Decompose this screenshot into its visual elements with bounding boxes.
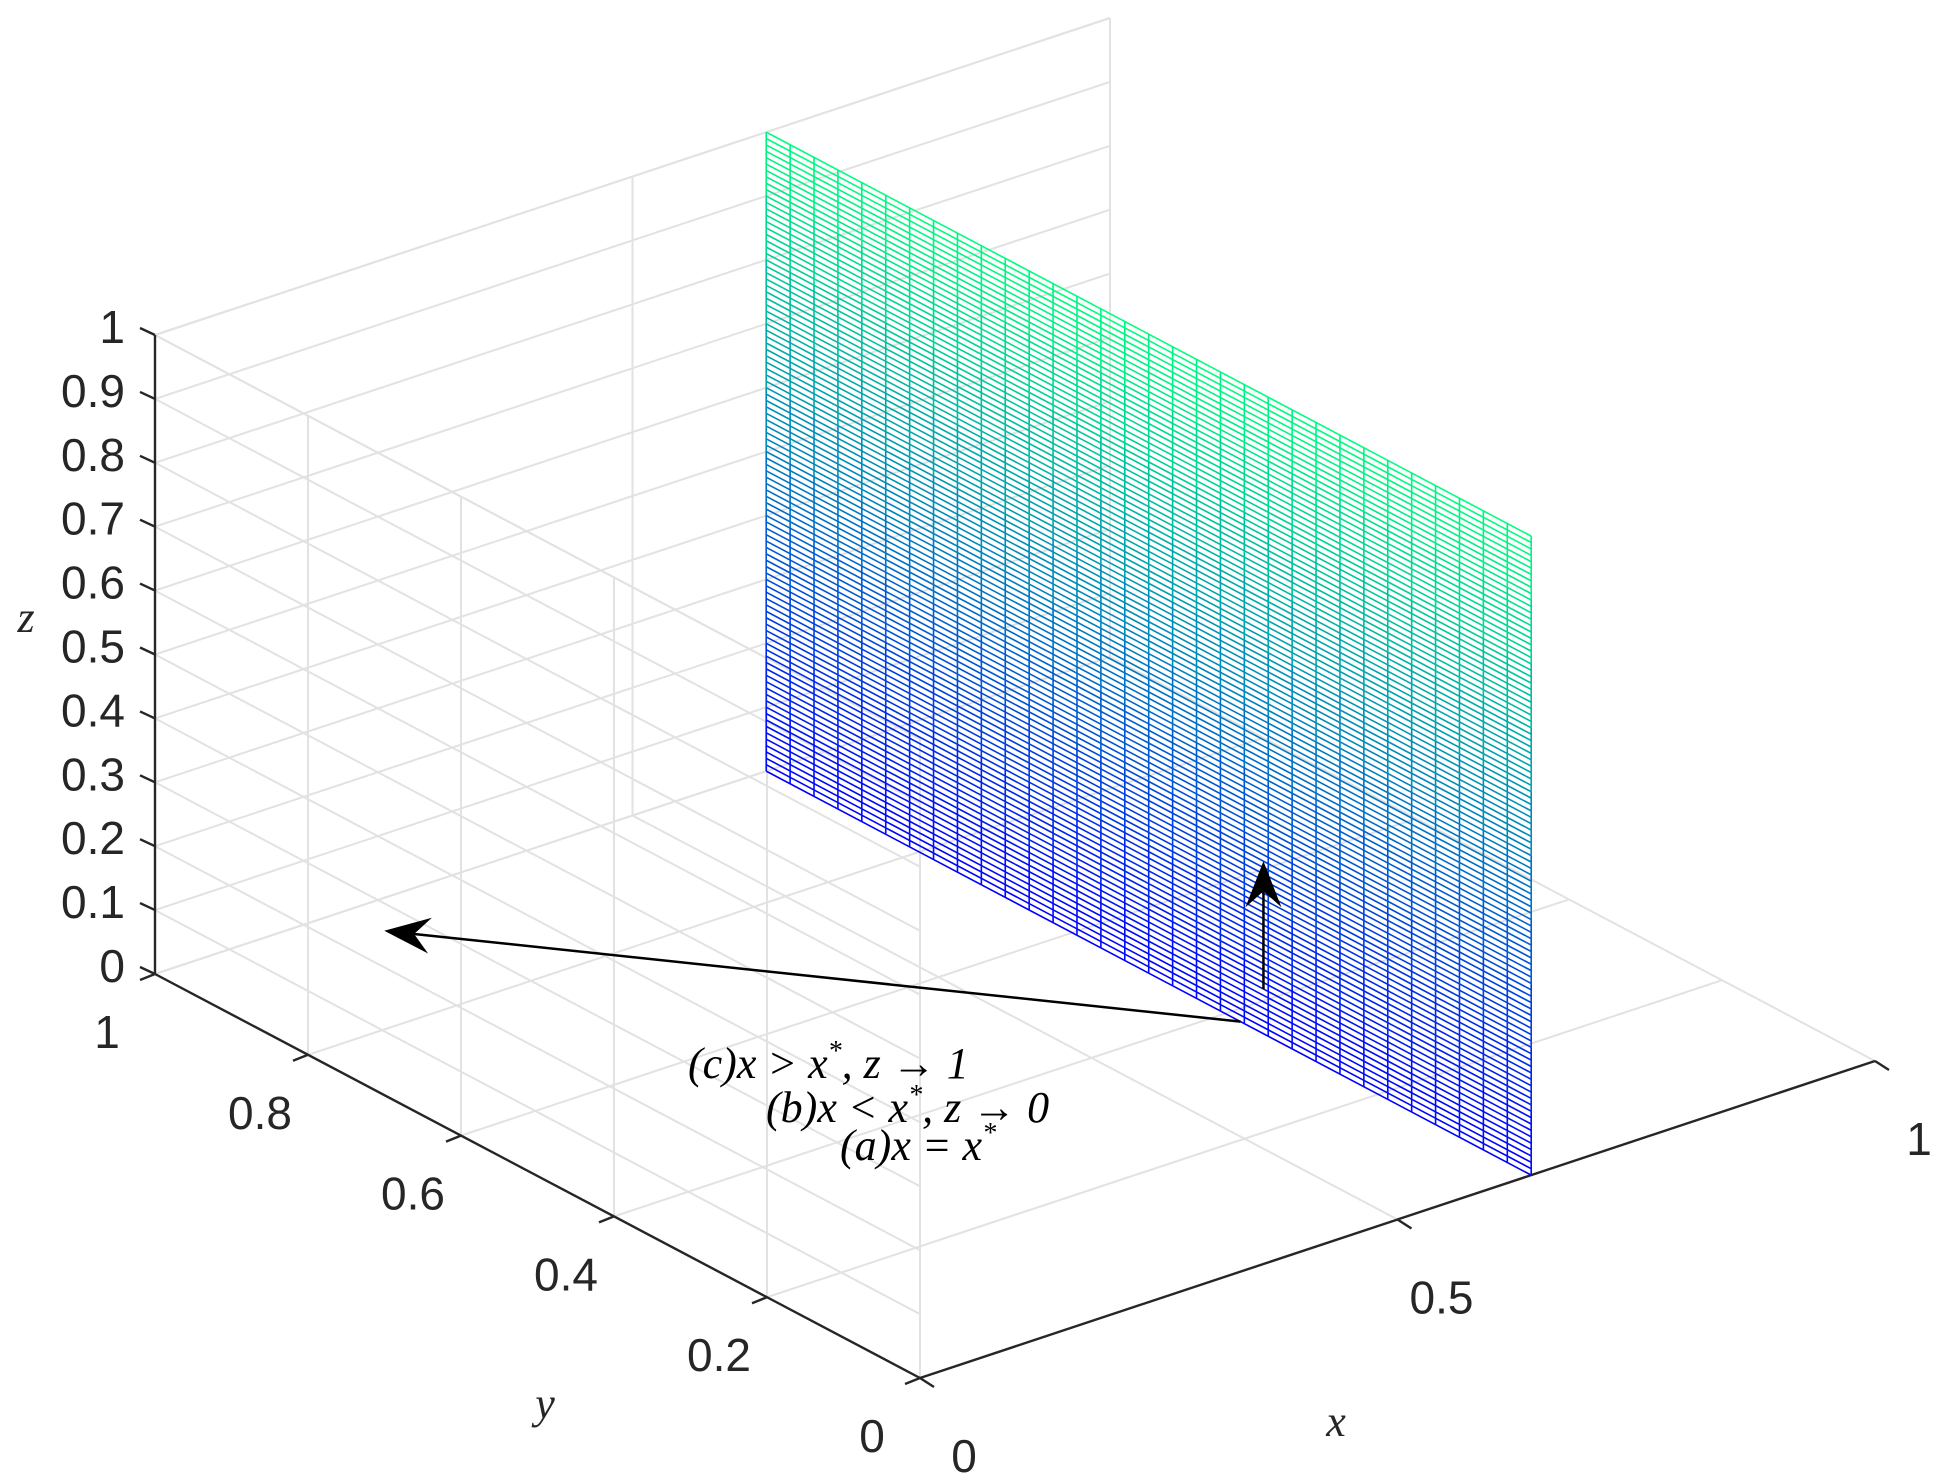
z-tick-mark bbox=[139, 774, 156, 784]
z-tick-mark bbox=[139, 454, 156, 464]
axes-layer bbox=[139, 326, 1890, 1389]
z-tick-label: 1 bbox=[99, 301, 125, 353]
z-tick-label: 0 bbox=[99, 940, 125, 992]
grid-line bbox=[154, 909, 921, 1315]
box-edge bbox=[154, 334, 921, 740]
grid-line bbox=[460, 817, 1417, 1137]
grid-line bbox=[1109, 656, 1876, 1062]
annotation-b: (b)x < x*, z → 0 bbox=[766, 1080, 1049, 1132]
surface-plane bbox=[765, 131, 1532, 1176]
grid-line bbox=[154, 525, 921, 932]
z-tick-mark bbox=[139, 518, 156, 528]
grid-line bbox=[154, 717, 921, 1124]
grid-line bbox=[766, 979, 1723, 1299]
z-tick-label: 0.4 bbox=[61, 684, 125, 736]
grid-line bbox=[154, 781, 921, 1188]
z-tick-label: 0.2 bbox=[61, 812, 125, 864]
grid-line bbox=[154, 80, 1111, 400]
arrow-left bbox=[384, 917, 1241, 1023]
z-tick-mark bbox=[139, 838, 156, 848]
grid-line bbox=[632, 814, 1398, 1221]
grid-line bbox=[154, 464, 1111, 784]
y-axis-line bbox=[154, 972, 921, 1380]
y-tick-label: 1 bbox=[94, 1006, 120, 1058]
arrow-left-head bbox=[384, 917, 432, 954]
y-tick-label: 0.2 bbox=[687, 1329, 751, 1381]
z-axis-label: z bbox=[16, 593, 34, 642]
y-tick-label: 0.6 bbox=[381, 1168, 445, 1220]
annotation-a: (a)x = x* bbox=[840, 1118, 996, 1170]
arrow-left-shaft bbox=[413, 932, 1241, 1023]
z-tick-mark bbox=[139, 710, 156, 720]
x-tick-mark bbox=[1874, 1059, 1890, 1072]
z-tick-mark bbox=[139, 902, 156, 912]
x-tick-label: 1 bbox=[1906, 1113, 1932, 1165]
y-tick-label: 0.4 bbox=[534, 1248, 598, 1300]
grid-line bbox=[613, 898, 1570, 1218]
z-tick-mark bbox=[139, 326, 156, 337]
y-tick-mark bbox=[139, 972, 156, 982]
grid-line bbox=[154, 528, 1111, 848]
z-tick-label: 0.3 bbox=[61, 748, 125, 800]
annotation-c: (c)x > x*, z → 1 bbox=[688, 1036, 969, 1088]
z-tick-label: 0.5 bbox=[61, 621, 125, 673]
grid-line bbox=[307, 736, 1264, 1056]
y-tick-label: 0.8 bbox=[228, 1087, 292, 1139]
z-tick-label: 0.9 bbox=[61, 365, 125, 417]
grid-line bbox=[154, 272, 1111, 592]
grid-line bbox=[154, 461, 921, 868]
y-tick-mark bbox=[751, 1296, 768, 1305]
arrow-up-head bbox=[1245, 861, 1282, 908]
z-tick-mark bbox=[139, 646, 156, 656]
y-tick-mark bbox=[292, 1053, 309, 1062]
y-tick-mark bbox=[445, 1134, 462, 1143]
grid-line bbox=[154, 398, 921, 804]
arrow-up bbox=[1245, 861, 1282, 989]
z-tick-label: 0.6 bbox=[61, 557, 125, 609]
x-tick-mark bbox=[1396, 1218, 1413, 1230]
grid-line bbox=[154, 845, 921, 1252]
grid-line bbox=[154, 589, 921, 996]
x-tick-mark bbox=[919, 1376, 935, 1389]
grid-line bbox=[154, 656, 1111, 975]
z-tick-mark bbox=[139, 390, 156, 400]
y-axis-label: y bbox=[531, 1379, 555, 1428]
z-tick-label: 0.8 bbox=[61, 429, 125, 481]
arrow-layer bbox=[384, 861, 1282, 1023]
z-tick-mark bbox=[139, 965, 156, 976]
x-axis-label: x bbox=[1325, 1397, 1346, 1446]
box-edge bbox=[154, 17, 1111, 336]
grid-line bbox=[154, 336, 1111, 656]
tick-labels: 0 0.5 1 0 0.2 0.4 0.6 0.8 1 0 0.1 0.2 0.3 0.4 0.5 0.6 0.… bbox=[61, 301, 1932, 1478]
x-tick-label: 0 bbox=[951, 1430, 977, 1478]
y-tick-mark bbox=[904, 1376, 921, 1386]
grid-line bbox=[154, 400, 1111, 720]
grid-line bbox=[154, 144, 1111, 464]
x-tick-label: 0.5 bbox=[1410, 1272, 1474, 1324]
z-tick-mark bbox=[139, 582, 156, 592]
grid-line bbox=[154, 592, 1111, 912]
grid-line bbox=[154, 208, 1111, 528]
y-tick-mark bbox=[598, 1215, 615, 1224]
z-tick-label: 0.7 bbox=[61, 493, 125, 545]
y-tick-label: 0 bbox=[859, 1410, 885, 1462]
grid-line bbox=[154, 653, 921, 1060]
z-tick-label: 0.1 bbox=[61, 876, 125, 928]
